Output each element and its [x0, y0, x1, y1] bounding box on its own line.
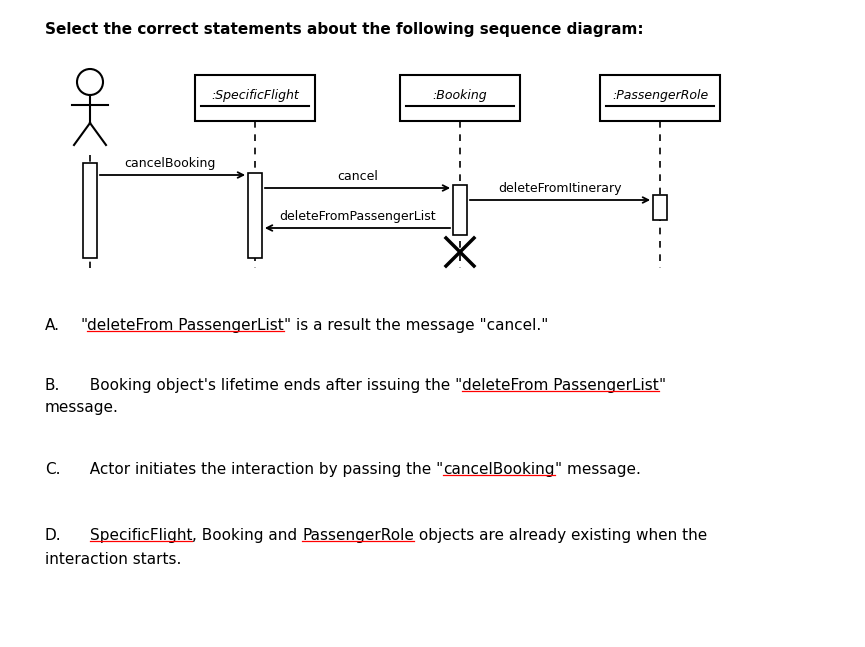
Text: :Booking: :Booking	[432, 89, 487, 102]
Text: deleteFromPassengerList: deleteFromPassengerList	[279, 210, 436, 223]
Bar	[600, 75, 720, 121]
Text: :PassengerRole: :PassengerRole	[612, 89, 708, 102]
Text: ": "	[80, 318, 87, 333]
Text: deleteFrom PassengerList: deleteFrom PassengerList	[462, 378, 659, 393]
Text: , Booking and: , Booking and	[192, 528, 302, 543]
Text: D.: D.	[45, 528, 61, 543]
Text: Select the correct statements about the following sequence diagram:: Select the correct statements about the …	[45, 22, 644, 37]
Text: deleteFrom PassengerList: deleteFrom PassengerList	[87, 318, 284, 333]
Text: :SpecificFlight: :SpecificFlight	[211, 89, 299, 102]
Text: interaction starts.: interaction starts.	[45, 552, 182, 567]
Text: Booking object's lifetime ends after issuing the ": Booking object's lifetime ends after iss…	[80, 378, 462, 393]
Text: deleteFromItinerary: deleteFromItinerary	[498, 182, 622, 195]
Bar	[653, 195, 667, 220]
Text: cancelBooking: cancelBooking	[443, 462, 554, 477]
Bar	[400, 75, 520, 121]
Text: " is a result the message "cancel.": " is a result the message "cancel."	[284, 318, 548, 333]
Text: SpecificFlight: SpecificFlight	[90, 528, 192, 543]
Bar	[195, 75, 315, 121]
Text: ": "	[659, 378, 666, 393]
Text: C.: C.	[45, 462, 61, 477]
Text: A.: A.	[45, 318, 60, 333]
Text: PassengerRole: PassengerRole	[302, 528, 414, 543]
Text: message.: message.	[45, 400, 119, 415]
Bar	[453, 185, 467, 235]
Text: B.: B.	[45, 378, 61, 393]
Text: " message.: " message.	[554, 462, 641, 477]
Text: cancel: cancel	[337, 170, 379, 183]
Bar	[248, 173, 262, 258]
Text: objects are already existing when the: objects are already existing when the	[414, 528, 708, 543]
Text: Actor initiates the interaction by passing the ": Actor initiates the interaction by passi…	[80, 462, 443, 477]
Text: cancelBooking: cancelBooking	[125, 157, 215, 170]
Bar	[83, 163, 97, 258]
